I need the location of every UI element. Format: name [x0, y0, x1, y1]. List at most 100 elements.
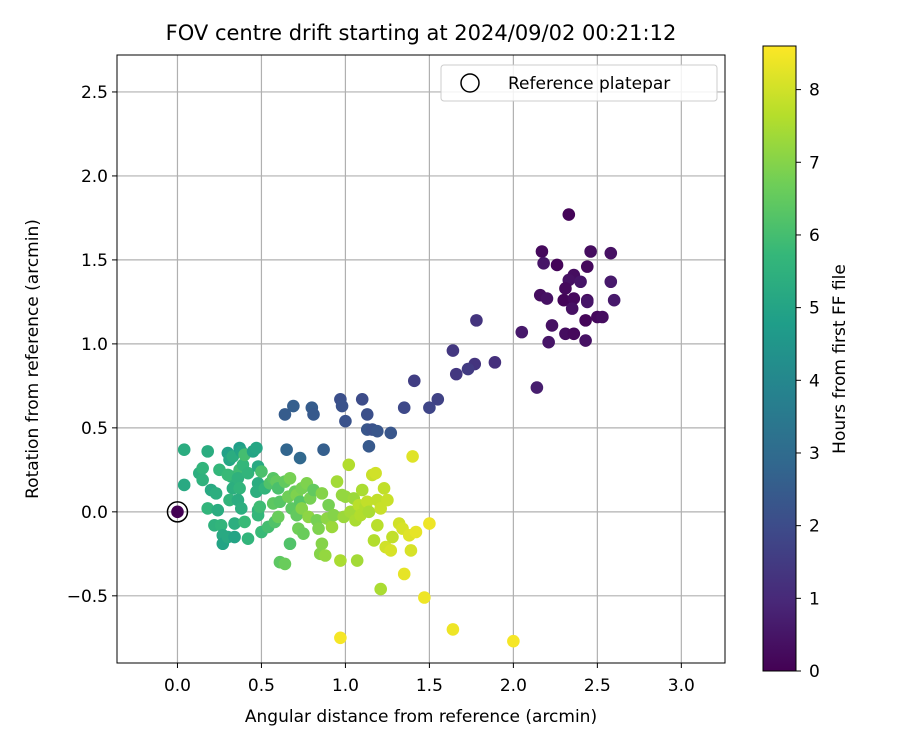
data-point: [325, 520, 339, 534]
data-point: [470, 314, 483, 327]
data-point: [201, 445, 214, 458]
data-point: [283, 471, 297, 485]
colorbar-tick-label: 3: [809, 444, 820, 464]
data-point: [342, 458, 356, 472]
data-point: [196, 461, 209, 475]
data-point: [550, 258, 564, 272]
data-point: [231, 471, 245, 485]
data-point: [574, 275, 587, 289]
data-point: [409, 525, 423, 539]
y-tick-label: 2.5: [81, 83, 108, 103]
data-point: [293, 451, 307, 465]
data-point: [295, 502, 309, 515]
data-point: [557, 293, 571, 307]
data-point: [374, 502, 387, 515]
data-point: [384, 544, 398, 557]
data-point: [562, 208, 576, 221]
data-point: [177, 443, 191, 456]
colorbar-tick-label: 1: [809, 589, 820, 609]
data-point: [446, 344, 460, 357]
legend-box: [440, 64, 718, 102]
data-point: [362, 440, 376, 453]
data-point: [330, 475, 344, 488]
data-point: [283, 537, 297, 551]
x-tick-label: 3.0: [668, 676, 695, 696]
data-point: [360, 408, 374, 421]
data-point: [604, 275, 618, 289]
chart-title: FOV centre drift starting at 2024/09/02 …: [166, 21, 677, 45]
data-point: [565, 302, 579, 315]
legend-label: Reference platepar: [508, 74, 670, 94]
data-point: [404, 544, 418, 557]
data-point: [241, 466, 255, 480]
x-tick-label: 2.5: [584, 676, 611, 696]
data-point: [559, 282, 572, 295]
data-point: [233, 482, 246, 495]
data-point: [334, 554, 347, 567]
x-tick-label: 2.0: [500, 676, 527, 696]
colorbar-label: Hours from first FF file: [830, 264, 850, 454]
data-point: [287, 399, 300, 413]
data-point: [537, 256, 550, 270]
data-point: [339, 414, 352, 428]
data-point: [431, 393, 445, 406]
data-point: [228, 517, 241, 530]
data-point: [312, 522, 325, 535]
data-point: [397, 567, 411, 581]
data-point: [540, 292, 554, 305]
data-point: [367, 534, 381, 547]
data-point: [535, 245, 549, 258]
data-point: [418, 591, 431, 604]
legend-reference-marker: [460, 73, 480, 93]
data-point: [507, 634, 520, 648]
data-point: [579, 314, 592, 327]
data-point: [177, 478, 191, 492]
data-point: [250, 441, 263, 455]
data-point: [596, 310, 609, 324]
colorbar: 0 1 2 3 4 5 6 7 8 Hours from first FF file: [762, 45, 850, 682]
data-point: [234, 502, 248, 515]
data-point: [530, 381, 544, 394]
x-axis-label: Angular distance from reference (arcmin): [245, 707, 597, 727]
colorbar-tick-label: 2: [809, 517, 820, 537]
data-point: [201, 502, 214, 515]
data-point: [318, 549, 332, 562]
data-point: [542, 335, 555, 349]
data-point: [315, 487, 329, 500]
reference-platepar-marker: [166, 501, 189, 523]
x-tick-label: 1.0: [332, 676, 359, 696]
data-point: [374, 582, 387, 596]
data-point: [221, 468, 235, 482]
data-point: [315, 537, 329, 551]
data-point: [238, 515, 251, 529]
y-axis-label: Rotation from reference (arcmin): [23, 219, 43, 499]
grid: [117, 55, 725, 663]
data-point: [584, 245, 597, 258]
x-axis-ticks: 0.0 0.5 1.0 1.5 2.0 2.5 3.0: [164, 663, 695, 696]
data-point: [253, 500, 267, 514]
data-point: [567, 292, 581, 305]
data-point: [397, 401, 411, 415]
colorbar-tick-label: 4: [809, 371, 820, 391]
data-point: [355, 483, 369, 497]
data-point: [278, 408, 292, 421]
data-point: [371, 518, 384, 532]
y-tick-label: 2.0: [81, 167, 108, 187]
data-point: [461, 362, 475, 376]
data-point: [228, 530, 241, 544]
x-tick-label: 1.5: [416, 676, 443, 696]
data-point: [604, 246, 618, 260]
data-point: [271, 510, 285, 524]
colorbar-tick-label: 0: [809, 662, 820, 682]
data-point: [377, 482, 391, 495]
x-tick-label: 0.5: [248, 676, 275, 696]
data-point: [317, 443, 330, 456]
data-point: [381, 493, 394, 507]
data-point: [449, 367, 463, 381]
data-point: [488, 356, 502, 369]
colorbar-gradient: [762, 45, 797, 672]
colorbar-tick-label: 8: [809, 81, 820, 101]
data-point: [567, 327, 581, 341]
data-point: [322, 498, 335, 512]
